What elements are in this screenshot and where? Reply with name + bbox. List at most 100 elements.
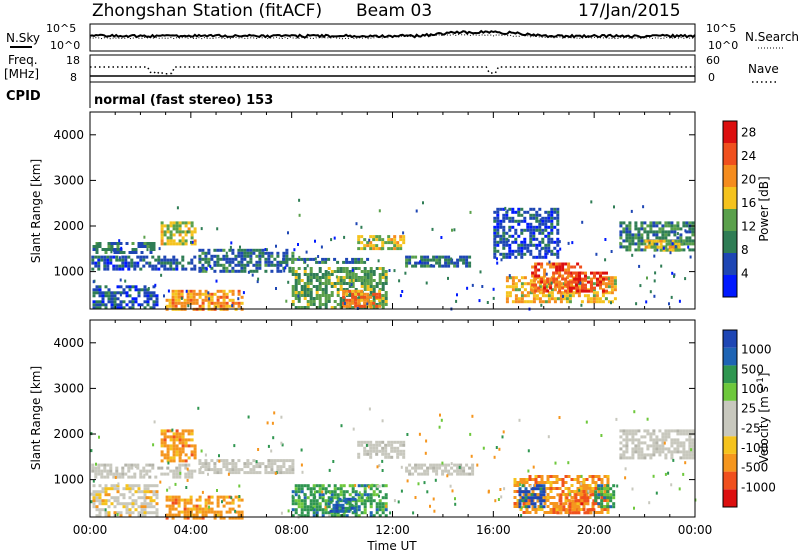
range-gate-cell <box>118 472 122 476</box>
range-gate-cell <box>303 257 307 261</box>
range-gate-cell <box>384 455 388 459</box>
range-gate-cell <box>670 441 674 445</box>
range-gate-cell <box>526 294 530 298</box>
range-gate-cell <box>186 516 190 520</box>
range-gate-cell <box>110 303 114 307</box>
range-gate-cell <box>430 264 433 267</box>
range-gate-cell <box>178 469 182 473</box>
range-gate-cell <box>576 490 580 493</box>
range-gate-cell <box>600 434 603 437</box>
range-gate-cell <box>222 254 226 258</box>
range-gate-cell <box>535 255 539 259</box>
range-gate-cell <box>570 265 574 269</box>
range-gate-cell <box>375 446 379 450</box>
range-gate-cell <box>193 450 197 454</box>
range-gate-cell <box>517 219 521 223</box>
range-gate-cell <box>381 276 385 279</box>
range-gate-cell <box>622 429 626 433</box>
range-gate-cell <box>107 242 111 245</box>
range-gate-cell <box>619 429 623 433</box>
range-gate-cell <box>650 245 654 249</box>
range-gate-cell <box>216 471 220 475</box>
range-gate-cell <box>393 238 397 242</box>
range-gate-cell <box>523 288 527 292</box>
range-gate-cell <box>155 484 159 488</box>
range-gate-cell <box>369 484 373 488</box>
range-gate-cell <box>500 258 503 262</box>
range-gate-cell <box>185 289 188 293</box>
range-gate-cell <box>213 465 217 469</box>
range-gate-cell <box>360 285 364 288</box>
range-gate-cell <box>174 495 178 499</box>
range-gate-cell <box>234 263 238 267</box>
range-gate-cell <box>137 511 141 515</box>
range-gate-cell <box>590 286 593 290</box>
range-gate-cell <box>174 498 178 502</box>
range-gate-cell <box>532 465 535 469</box>
range-gate-cell <box>689 255 692 259</box>
range-gate-cell <box>107 505 111 509</box>
range-gate-cell <box>175 438 179 442</box>
range-gate-cell <box>592 297 596 301</box>
range-gate-cell <box>658 230 662 234</box>
range-gate-cell <box>682 441 686 445</box>
range-gate-cell <box>342 304 346 308</box>
range-gate-cell <box>404 271 407 275</box>
range-gate-cell <box>94 261 98 265</box>
range-gate-cell <box>324 505 327 509</box>
range-gate-cell <box>225 301 229 305</box>
range-gate-cell <box>534 271 538 275</box>
range-gate-cell <box>324 285 328 288</box>
range-gate-cell <box>291 465 295 469</box>
range-gate-cell <box>610 300 614 304</box>
range-gate-cell <box>339 282 343 285</box>
range-gate-cell <box>155 493 159 497</box>
range-gate-cell <box>119 251 123 254</box>
range-gate-cell <box>118 256 121 260</box>
range-gate-cell <box>318 294 322 297</box>
range-gate-cell <box>654 271 657 275</box>
range-gate-cell <box>234 468 238 472</box>
range-gate-cell <box>538 240 542 244</box>
range-gate-cell <box>128 508 132 512</box>
range-gate-cell <box>619 435 623 439</box>
range-gate-cell <box>646 233 650 237</box>
range-gate-cell <box>521 496 525 500</box>
range-gate-cell <box>267 444 270 448</box>
range-gate-cell <box>172 267 176 271</box>
range-gate-cell <box>417 472 421 476</box>
range-gate-cell <box>148 469 152 473</box>
range-gate-cell <box>252 471 256 475</box>
range-gate-cell <box>523 300 527 304</box>
range-gate-cell <box>360 292 364 296</box>
range-gate-cell <box>98 499 102 503</box>
range-gate-cell <box>646 432 650 436</box>
velocity-y-label: Slant Range [km] <box>29 366 43 470</box>
range-gate-cell <box>599 286 602 290</box>
range-gate-cell <box>255 460 258 464</box>
range-gate-cell <box>555 508 559 511</box>
range-gate-cell <box>646 444 650 448</box>
range-gate-cell <box>531 505 535 508</box>
range-gate-cell <box>673 227 677 231</box>
range-gate-cell <box>100 463 104 467</box>
range-gate-cell <box>294 487 298 491</box>
range-gate-cell <box>200 227 203 231</box>
date-title: 17/Jan/2015 <box>578 1 681 21</box>
range-gate-cell <box>137 505 141 509</box>
range-gate-cell <box>136 261 140 265</box>
range-gate-cell <box>508 243 512 247</box>
range-gate-cell <box>116 285 120 289</box>
range-gate-cell <box>237 263 241 267</box>
range-gate-cell <box>213 471 217 475</box>
range-gate-cell <box>501 435 504 439</box>
range-gate-cell <box>369 511 373 515</box>
range-gate-cell <box>222 504 226 508</box>
range-gate-cell <box>543 502 547 505</box>
range-gate-cell <box>619 241 622 245</box>
range-gate-cell <box>603 484 607 487</box>
range-gate-cell <box>333 496 337 500</box>
range-gate-cell <box>204 507 208 511</box>
range-gate-cell <box>181 264 185 268</box>
range-gate-cell <box>393 241 397 245</box>
